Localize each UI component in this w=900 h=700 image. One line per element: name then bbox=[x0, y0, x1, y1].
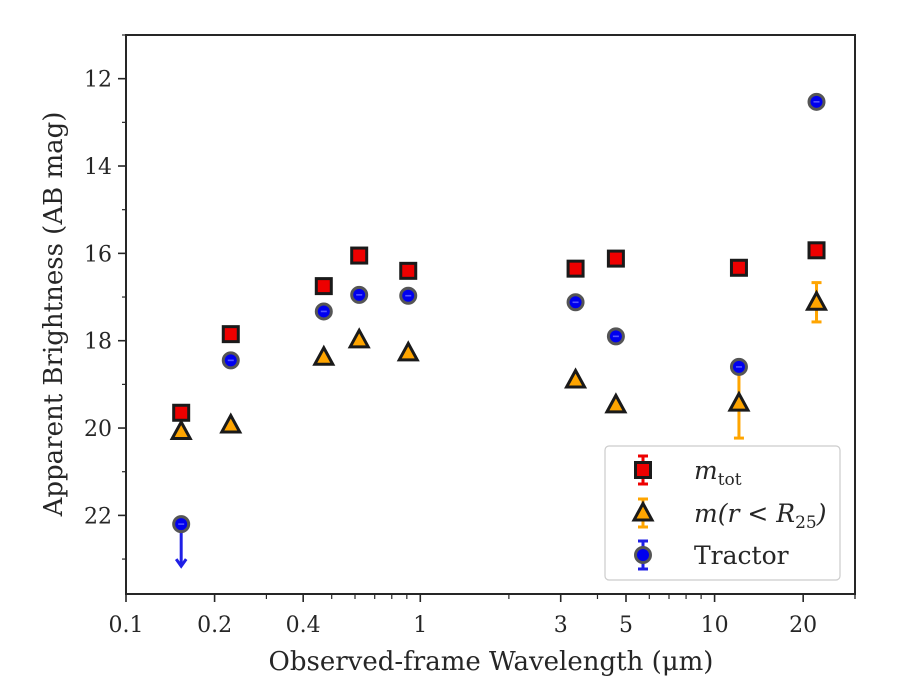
legend-item-tractor: Tractor bbox=[634, 539, 789, 571]
data-point-mtot bbox=[314, 277, 333, 296]
y-tick-label: 12 bbox=[84, 68, 112, 93]
legend-marker bbox=[634, 546, 652, 564]
legend-label: Tractor bbox=[694, 541, 789, 570]
data-point-mr25 bbox=[312, 344, 336, 366]
data-point-mtot bbox=[350, 246, 369, 265]
y-tick-label: 14 bbox=[84, 155, 112, 180]
legend-marker bbox=[631, 500, 655, 522]
x-tick-label: 0.1 bbox=[109, 613, 144, 638]
series-mr25 bbox=[169, 281, 829, 441]
data-point-mr25 bbox=[169, 418, 193, 441]
data-point-mr25 bbox=[604, 392, 628, 414]
x-tick-label: 0.2 bbox=[197, 613, 232, 638]
data-point-mr25 bbox=[396, 340, 420, 362]
legend-label: m(r < R25) bbox=[694, 499, 826, 533]
y-tick-label: 16 bbox=[84, 242, 112, 267]
legend-item-mr25: m(r < R25) bbox=[631, 497, 826, 533]
legend-item-mtot: mtot bbox=[634, 454, 742, 490]
y-tick-label: 18 bbox=[84, 330, 112, 355]
data-point-mtot bbox=[807, 241, 826, 260]
data-point-mtot bbox=[399, 261, 418, 280]
y-tick-label: 22 bbox=[84, 504, 112, 529]
legend-box bbox=[604, 445, 841, 581]
x-tick-label: 5 bbox=[619, 613, 633, 638]
data-point-mr25 bbox=[804, 289, 829, 311]
y-axis: 12 14 16 18 20 22 bbox=[84, 34, 126, 560]
data-point-mtot bbox=[566, 259, 585, 278]
data-point-mtot bbox=[729, 258, 748, 277]
series-tractor bbox=[172, 92, 826, 569]
legend: mtot m(r < R25) Tractor bbox=[604, 445, 841, 581]
y-tick-label: 20 bbox=[84, 417, 112, 442]
data-point-mtot bbox=[221, 325, 240, 344]
y-axis-label: Apparent Brightness (AB mag) bbox=[39, 112, 69, 518]
plot-area-border bbox=[125, 34, 856, 595]
x-tick-label: 10 bbox=[701, 613, 729, 638]
x-tick-label: 1 bbox=[413, 613, 427, 638]
data-point-mtot bbox=[606, 249, 625, 268]
x-tick-label: 20 bbox=[789, 613, 817, 638]
data-point-mr25 bbox=[564, 367, 588, 389]
data-point-mr25 bbox=[347, 327, 371, 349]
data-point-mtot bbox=[172, 403, 191, 422]
plot-frame bbox=[125, 34, 856, 595]
x-tick-label: 3 bbox=[554, 613, 568, 638]
x-tick-label: 0.4 bbox=[286, 613, 321, 638]
data-layer bbox=[169, 92, 829, 569]
series-mtot bbox=[172, 241, 826, 422]
x-axis: 0.1 0.2 0.4 1 3 5 10 20 bbox=[109, 594, 856, 638]
x-axis-label: Observed-frame Wavelength (μm) bbox=[269, 647, 714, 677]
data-point-mr25 bbox=[219, 412, 243, 434]
legend-marker bbox=[634, 461, 652, 479]
data-point-mr25 bbox=[727, 390, 751, 412]
legend-label: mtot bbox=[694, 456, 742, 490]
upper-limit-arrowhead bbox=[174, 558, 188, 569]
